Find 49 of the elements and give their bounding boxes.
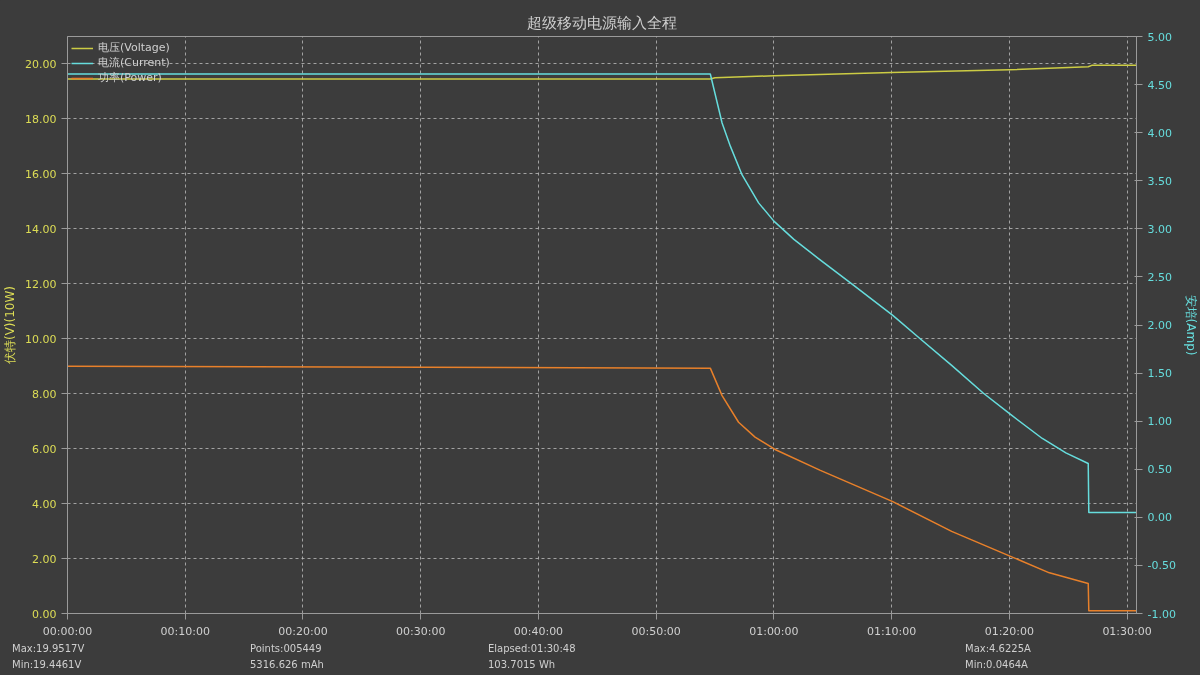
x-tick-label: 00:50:00 — [631, 624, 681, 638]
y-tick-label: 14.00 — [25, 222, 57, 236]
y-axis-title: 伏特(V)(10W) — [3, 285, 18, 365]
y2-axis-title: 安培(Amp) — [1183, 294, 1198, 356]
y-tick-label: 12.00 — [25, 277, 57, 291]
y2-tick-label: 5.00 — [1147, 30, 1172, 44]
y2-tick-label: 1.50 — [1147, 367, 1172, 381]
y-tick-label: 8.00 — [32, 387, 57, 401]
y-tick-label: 2.00 — [32, 552, 57, 566]
y2-tick-label: 4.50 — [1147, 78, 1172, 92]
x-tick-label: 01:20:00 — [984, 624, 1035, 638]
y2-tick-label: 3.50 — [1147, 174, 1172, 188]
y-tick-label: 18.00 — [25, 112, 57, 126]
x-tick-label: 00:20:00 — [278, 624, 328, 638]
y2-tick-label: 0.00 — [1147, 511, 1172, 525]
text: Elapsed:01:30:48 — [488, 642, 576, 656]
y2-tick-label: 0.50 — [1147, 463, 1172, 477]
y2-tick-label: 3.00 — [1147, 222, 1172, 236]
legend-label: 电压(Voltage) — [98, 40, 170, 55]
legend-label: 电流(Current) — [98, 55, 170, 70]
y-tick-label: 6.00 — [32, 442, 57, 456]
y-tick-label: 16.00 — [25, 167, 57, 181]
y2-tick-label: 2.00 — [1147, 319, 1172, 332]
y-tick-label: 20.00 — [25, 57, 57, 71]
text: Max:4.6225A — [965, 642, 1031, 656]
y2-tick-label: -1.00 — [1147, 607, 1176, 621]
x-tick-label: 00:00:00 — [42, 624, 93, 638]
y-tick-label: 4.00 — [32, 497, 57, 511]
y2-tick-label: 4.00 — [1147, 126, 1172, 140]
text: Points:005449 — [250, 642, 322, 656]
y2-tick-label: 2.50 — [1147, 270, 1172, 284]
x-tick-label: 00:40:00 — [513, 624, 564, 638]
text: Min:19.4461V — [12, 658, 82, 672]
y-tick-label: 10.00 — [25, 332, 57, 346]
text: Min:0.0464A — [965, 658, 1028, 672]
text: 5316.626 mAh — [250, 658, 324, 672]
x-tick-label: 00:30:00 — [395, 624, 446, 638]
x-tick-label: 01:10:00 — [866, 624, 917, 638]
line-series — [67, 73, 1137, 514]
line-series — [67, 365, 1137, 612]
text: Max:19.9517V — [12, 642, 85, 656]
x-tick-label: 00:10:00 — [160, 624, 210, 638]
y-tick-label: 0.00 — [32, 607, 57, 621]
y2-tick-label: -0.50 — [1147, 559, 1176, 573]
text: 103.7015 Wh — [488, 658, 556, 672]
y2-tick-label: 1.00 — [1147, 415, 1172, 429]
chart-title: 超级移动电源输入全程 — [527, 13, 677, 32]
x-tick-label: 01:30:00 — [1102, 624, 1152, 638]
x-tick-label: 01:00:00 — [749, 624, 799, 638]
